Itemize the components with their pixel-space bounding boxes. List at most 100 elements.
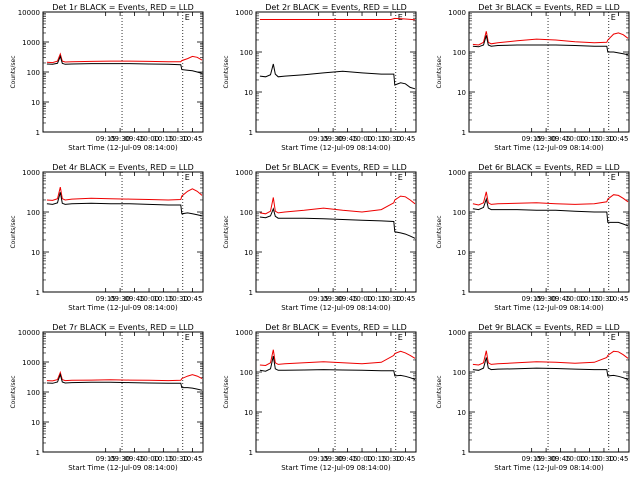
- plot-frame: [42, 331, 204, 453]
- x-tick-label: 10:30: [381, 295, 401, 303]
- panel-det-1: Det 1r BLACK = Events, RED = LLD 1 10 100 10…: [10, 3, 204, 152]
- x-tick-label: 09:30: [536, 135, 556, 143]
- x-tick-label: 10:45: [608, 135, 628, 143]
- y-tick-label: 1: [249, 129, 253, 137]
- y-tick-label: 1: [36, 449, 40, 457]
- y-axis-title: Counts/sec: [10, 215, 17, 248]
- eclipse-flag: E: [185, 333, 190, 342]
- panel-title: Det 1r BLACK = Events, RED = LLD: [52, 3, 194, 12]
- x-tick-label: 10:00: [352, 135, 372, 143]
- y-axis-title: Counts/sec: [223, 215, 230, 248]
- series-line-events: [472, 35, 629, 56]
- y-tick-label: 1: [249, 449, 253, 457]
- eclipse-flag: E: [398, 173, 403, 182]
- x-tick-label: 09:45: [337, 135, 357, 143]
- y-tick-label: 10: [244, 409, 253, 417]
- y-tick-label: 10000: [18, 329, 40, 337]
- plot-frame: [468, 171, 630, 293]
- x-tick-label: 09:15: [309, 135, 329, 143]
- y-tick-label: 100: [453, 209, 466, 217]
- y-tick-label: 100: [453, 369, 466, 377]
- panel-title: Det 5r BLACK = Events, RED = LLD: [265, 163, 407, 172]
- panel-det-2: Det 2r BLACK = Events, RED = LLD 1 10 100 10…: [223, 3, 417, 152]
- eclipse-flag: E: [185, 13, 190, 22]
- y-tick-label: 10: [457, 89, 466, 97]
- x-tick-label: 09:30: [110, 295, 130, 303]
- y-tick-label: 100: [27, 389, 40, 397]
- x-axis-title: Start Time (12-Jul-09 08:14:00): [494, 464, 604, 472]
- x-axis-title: Start Time (12-Jul-09 08:14:00): [68, 464, 178, 472]
- x-tick-label: 10:15: [153, 295, 173, 303]
- series-line-events: [472, 197, 629, 227]
- x-tick-label: 09:30: [323, 295, 343, 303]
- x-tick-label: 09:30: [536, 455, 556, 463]
- x-tick-label: 10:00: [565, 455, 585, 463]
- panel-title: Det 3r BLACK = Events, RED = LLD: [478, 3, 620, 12]
- x-tick-label: 10:45: [182, 455, 202, 463]
- series-line-lld: [259, 349, 416, 367]
- eclipse-flag: E: [611, 333, 616, 342]
- y-axis-title: Counts/sec: [10, 55, 17, 88]
- x-tick-label: 09:15: [96, 455, 116, 463]
- x-tick-label: 09:15: [309, 295, 329, 303]
- x-tick-label: 10:30: [381, 135, 401, 143]
- x-axis-title: Start Time (12-Jul-09 08:14:00): [494, 304, 604, 312]
- plot-frame: [255, 171, 417, 293]
- series-line-events: [259, 63, 416, 90]
- x-tick-label: 10:45: [608, 455, 628, 463]
- y-tick-label: 1: [462, 449, 466, 457]
- y-axis-title: Counts/sec: [436, 375, 443, 408]
- series-line-events: [46, 372, 203, 391]
- x-tick-label: 10:15: [366, 455, 386, 463]
- x-tick-label: 10:00: [139, 455, 159, 463]
- series-line-lld: [46, 52, 203, 64]
- plot-frame: [42, 171, 204, 293]
- x-tick-label: 09:45: [550, 455, 570, 463]
- x-tick-label: 09:30: [110, 135, 130, 143]
- x-tick-label: 10:45: [608, 295, 628, 303]
- x-axis-title: Start Time (12-Jul-09 08:14:00): [68, 144, 178, 152]
- panel-title: Det 9r BLACK = Events, RED = LLD: [478, 323, 620, 332]
- x-axis-title: Start Time (12-Jul-09 08:14:00): [281, 304, 391, 312]
- series-line-events: [259, 207, 416, 239]
- x-tick-label: 10:30: [594, 135, 614, 143]
- series-line-lld: [46, 186, 203, 201]
- series-line-events: [259, 355, 416, 380]
- x-tick-label: 09:15: [522, 295, 542, 303]
- x-tick-label: 10:15: [366, 135, 386, 143]
- y-tick-label: 1000: [235, 169, 253, 177]
- y-tick-label: 1000: [448, 169, 466, 177]
- plot-frame: [42, 11, 204, 133]
- panel-title: Det 7r BLACK = Events, RED = LLD: [52, 323, 194, 332]
- y-tick-label: 10: [31, 249, 40, 257]
- y-axis-title: Counts/sec: [10, 375, 17, 408]
- panel-det-5: Det 5r BLACK = Events, RED = LLD 1 10 100 10…: [223, 163, 417, 312]
- x-tick-label: 10:00: [565, 135, 585, 143]
- x-tick-label: 09:15: [522, 455, 542, 463]
- x-tick-label: 10:15: [153, 135, 173, 143]
- panel-det-3: Det 3r BLACK = Events, RED = LLD 1 10 100 10…: [436, 3, 630, 152]
- y-tick-label: 1: [36, 289, 40, 297]
- x-tick-label: 09:45: [124, 295, 144, 303]
- series-line-lld: [259, 195, 416, 215]
- x-tick-label: 09:15: [96, 135, 116, 143]
- y-tick-label: 10000: [18, 9, 40, 17]
- eclipse-flag: E: [185, 173, 190, 182]
- x-tick-label: 10:30: [594, 455, 614, 463]
- series-line-lld: [472, 350, 629, 366]
- y-tick-label: 1000: [22, 39, 40, 47]
- series-line-lld: [472, 191, 629, 206]
- y-tick-label: 10: [457, 249, 466, 257]
- x-tick-label: 09:30: [110, 455, 130, 463]
- x-tick-label: 09:15: [522, 135, 542, 143]
- y-tick-label: 1: [36, 129, 40, 137]
- x-tick-label: 09:45: [550, 295, 570, 303]
- x-tick-label: 10:30: [594, 295, 614, 303]
- series-line-events: [46, 192, 203, 217]
- y-tick-label: 100: [240, 369, 253, 377]
- eclipse-flag: E: [398, 13, 403, 22]
- plot-frame: [255, 11, 417, 133]
- x-tick-label: 10:15: [579, 455, 599, 463]
- series-line-lld: [46, 370, 203, 382]
- y-axis-title: Counts/sec: [436, 55, 443, 88]
